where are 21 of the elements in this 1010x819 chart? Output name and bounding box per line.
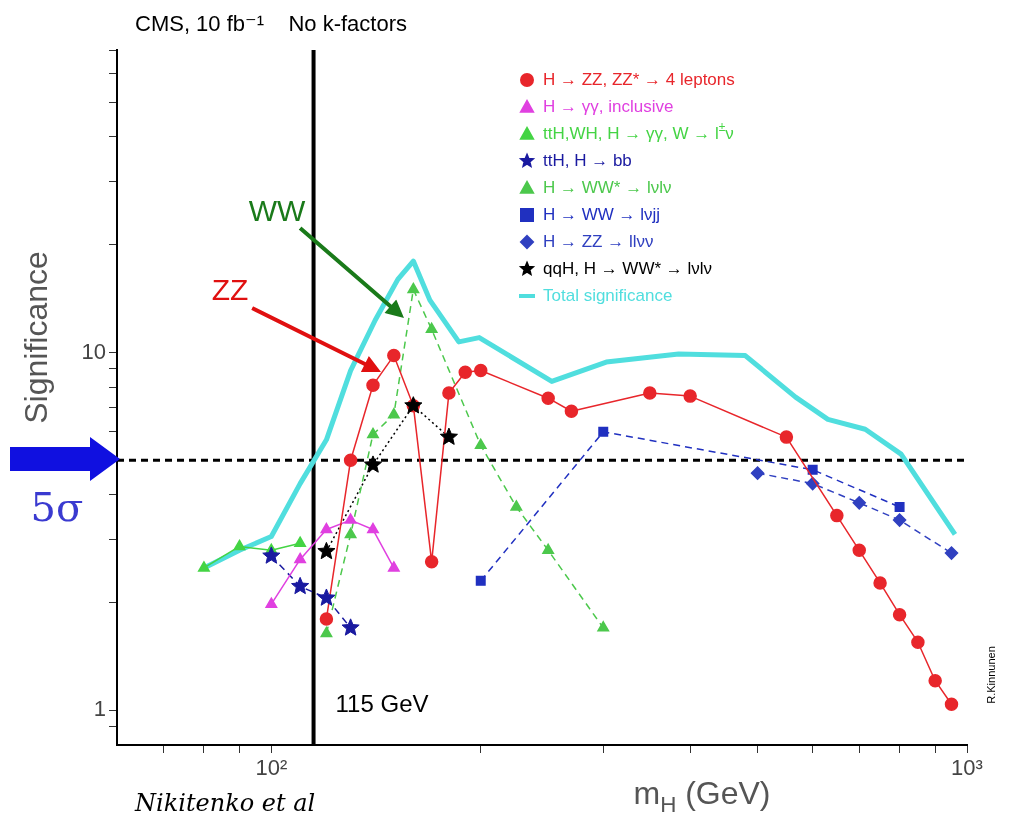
- legend-label: H → γγ, inclusive: [543, 96, 674, 116]
- legend-label: ttH, H → bb: [543, 150, 632, 170]
- legend-label: H → ZZ, ZZ* → 4 leptons: [543, 69, 735, 89]
- chart-title: CMS, 10 fb⁻¹ No k-factors: [135, 11, 408, 37]
- legend-label: qqH, H → WW* → lνlν: [543, 258, 713, 278]
- y-tick-label: 1: [93, 696, 106, 722]
- text: R.Kinnunen: [985, 646, 998, 704]
- annotation: ZZ: [211, 273, 249, 307]
- legend-label: H → WW → lνjj: [543, 204, 661, 224]
- y-tick-label: 10: [81, 338, 106, 364]
- annotation: WW: [248, 194, 306, 228]
- text: Nikitenko et al: [134, 789, 316, 818]
- legend-label: ttH,WH, H → γγ, W → l±ν: [543, 120, 734, 143]
- x-tick-label: 10²: [255, 755, 288, 781]
- ref-line-label: 5σ: [30, 483, 84, 530]
- ref-line-label: 115 GeV: [335, 689, 429, 717]
- legend-label: H → ZZ → llνν: [543, 231, 654, 251]
- legend-label: Total significance: [543, 285, 673, 305]
- legend-label: H → WW* → lνlν: [543, 177, 672, 197]
- y-axis-title: Significance: [17, 251, 54, 424]
- x-tick-label: 10³: [951, 755, 983, 781]
